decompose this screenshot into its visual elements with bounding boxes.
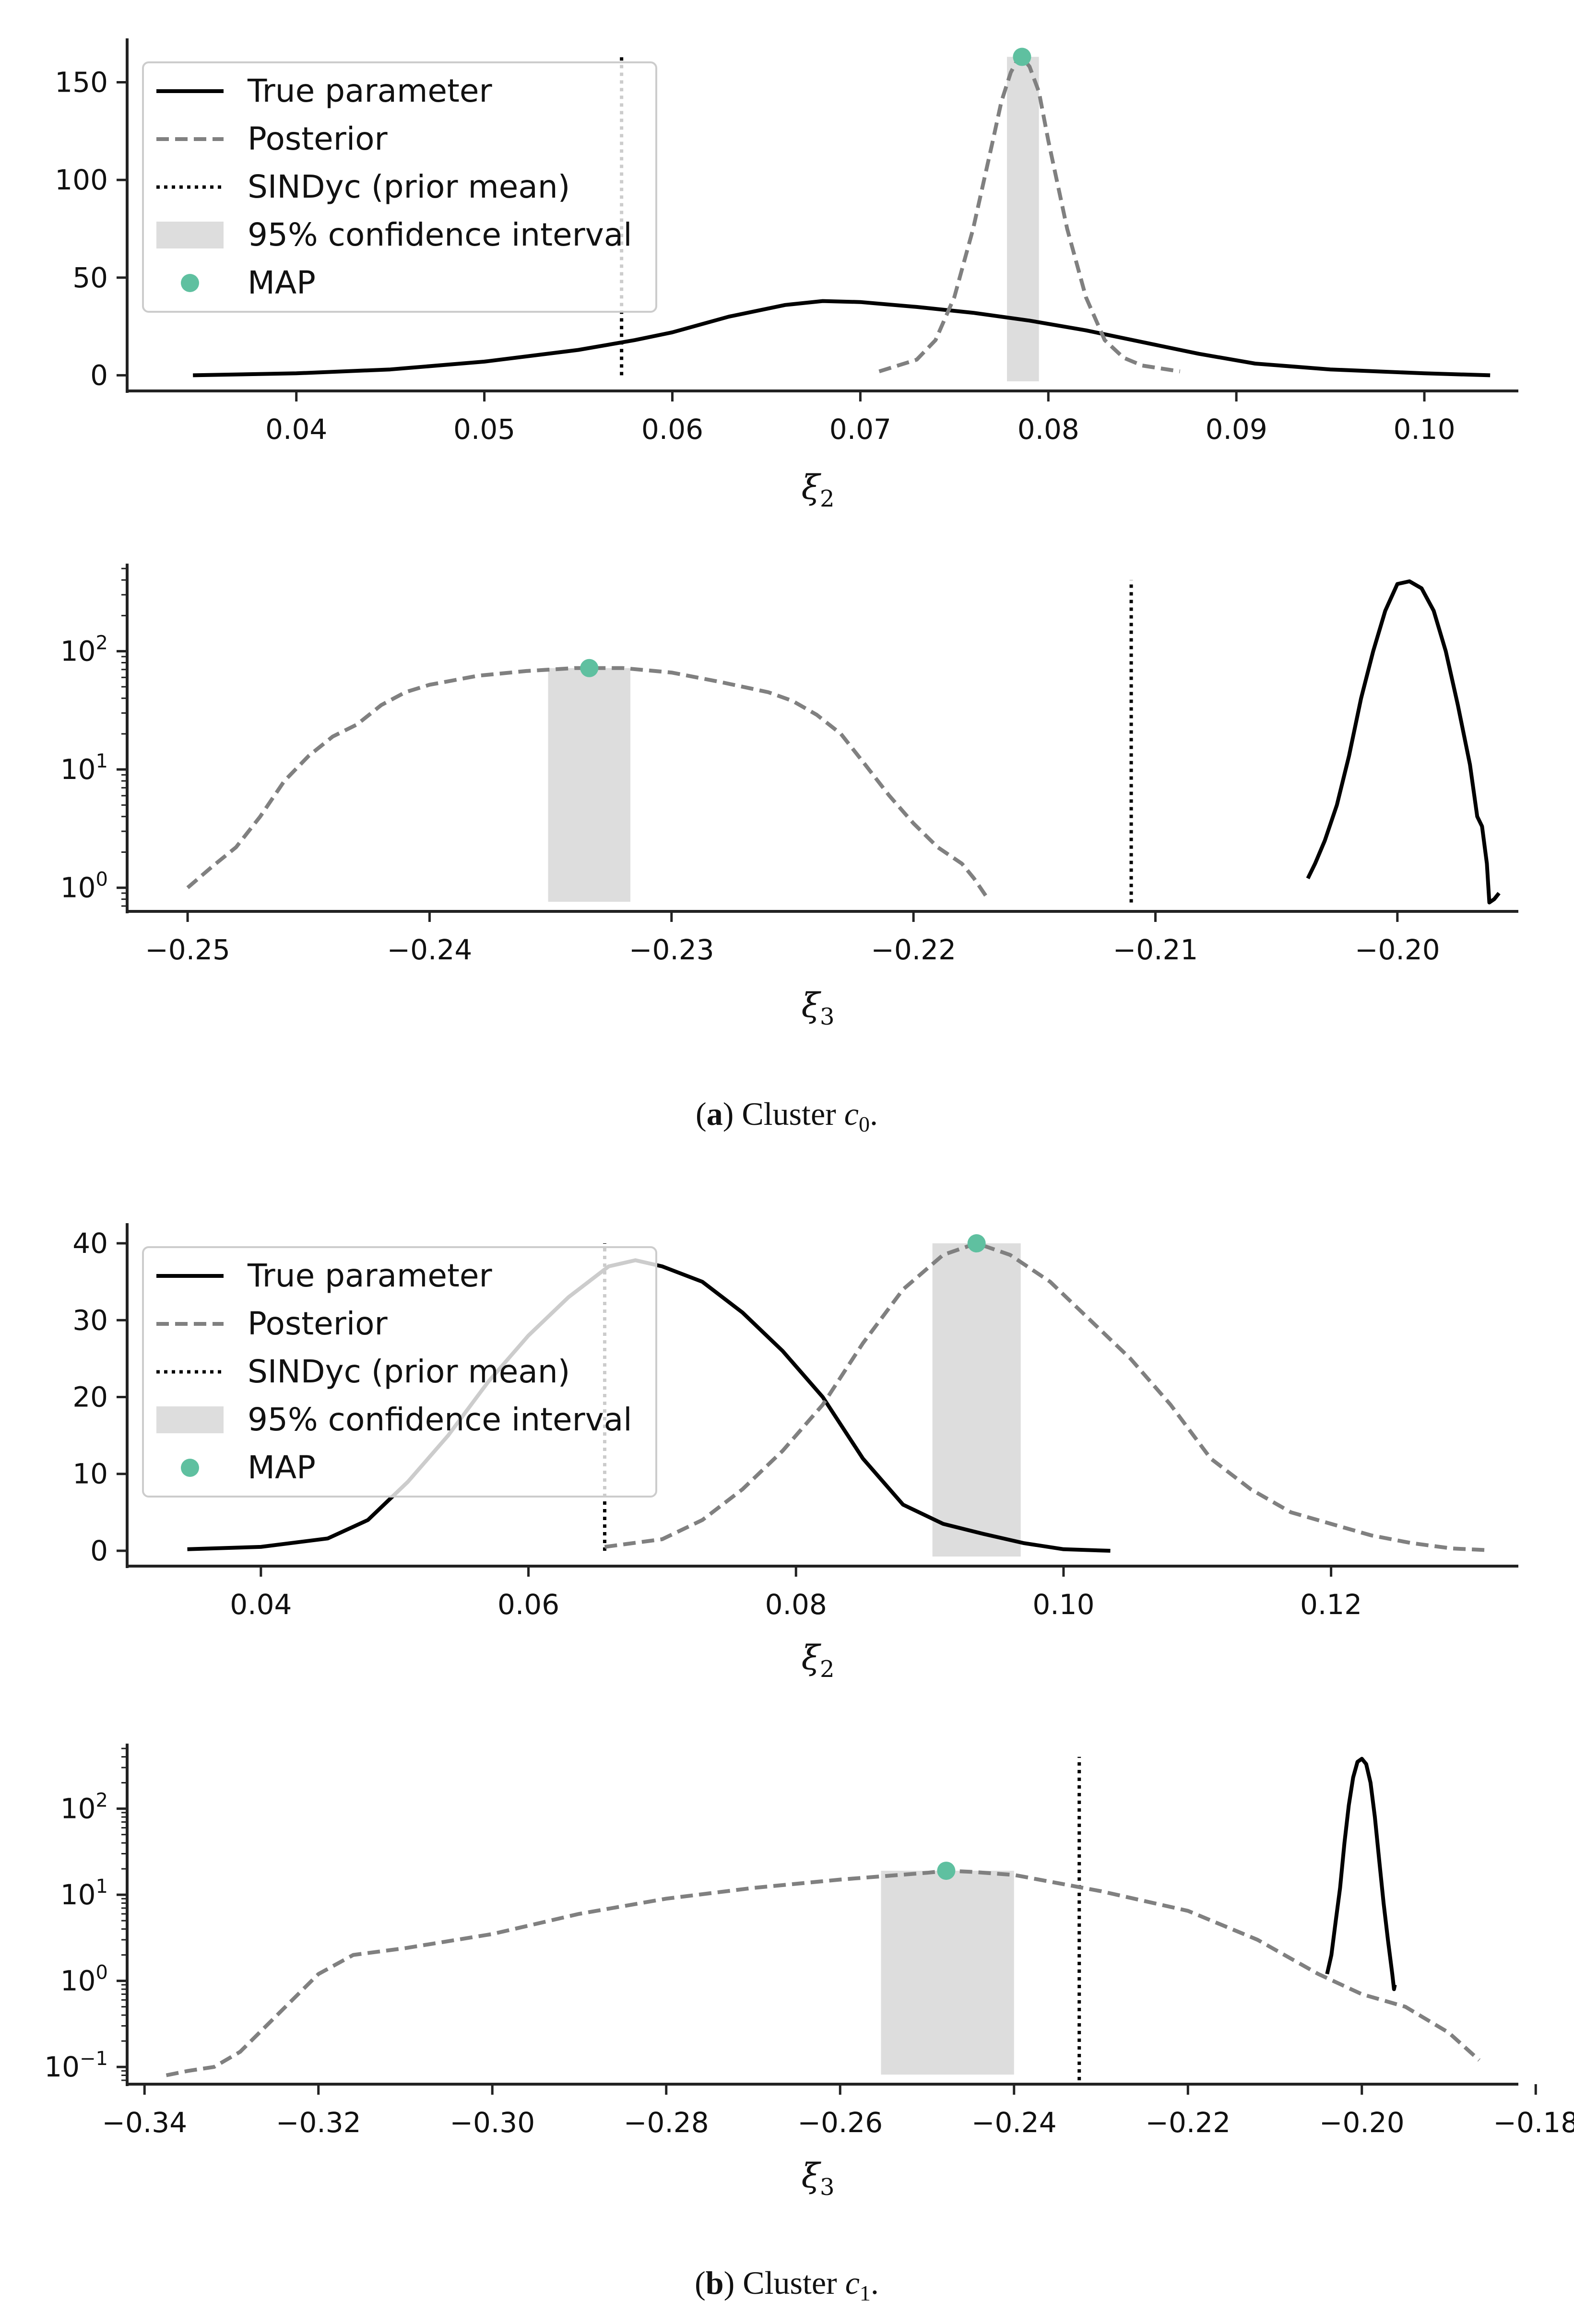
x-tick-label: 0.06: [497, 1588, 559, 1621]
y-tick-label: 20: [72, 1381, 108, 1414]
legend-ci-label: 95% confidence interval: [248, 216, 632, 253]
x-tick-label: 0.07: [829, 413, 891, 446]
x-axis-label: ξ3: [801, 986, 834, 1030]
x-tick-label: −0.32: [276, 2106, 361, 2139]
posterior-line: [604, 1241, 1485, 1552]
y-tick-label: 101: [60, 750, 108, 786]
x-tick-label: −0.34: [102, 2106, 187, 2139]
x-tick-label: 0.04: [230, 1588, 292, 1621]
y-tick-label: 101: [60, 1876, 108, 1911]
x-tick-label: 0.12: [1300, 1588, 1362, 1621]
map-point: [1013, 47, 1031, 66]
posterior-line: [166, 1869, 1481, 2077]
legend-box: [142, 1246, 657, 1498]
y-tick-label: 150: [55, 66, 108, 98]
legend: True parameter Posterior SINDyc (prior mea…: [142, 61, 657, 313]
legend-true_parameter-label: True parameter: [247, 72, 492, 109]
map-point: [937, 1862, 956, 1880]
map-point: [967, 1234, 986, 1253]
x-tick-label: −0.24: [971, 2106, 1057, 2139]
true-parameter-line: [1325, 1757, 1397, 1991]
caption-b: (b) Cluster c1.: [695, 2265, 879, 2305]
posterior-line: [878, 53, 1181, 374]
x-tick-label: 0.04: [265, 413, 327, 446]
legend-ci-swatch: [156, 1406, 224, 1433]
y-tick-label: 50: [72, 261, 108, 294]
x-tick-label: −0.24: [387, 933, 473, 966]
true-parameter-line: [193, 299, 1491, 378]
legend: True parameter Posterior SINDyc (prior mea…: [142, 1246, 657, 1498]
x-tick-label: 0.05: [453, 413, 515, 446]
y-tick-label: 102: [60, 1790, 108, 1825]
ci-band: [548, 668, 631, 902]
y-tick-label: 10: [72, 1458, 108, 1490]
ci-band: [932, 1243, 1021, 1557]
posterior-line: [186, 666, 988, 897]
map-point: [580, 659, 599, 677]
x-tick-label: −0.22: [1145, 2106, 1231, 2139]
x-tick-label: −0.28: [624, 2106, 709, 2139]
legend-map-swatch: [181, 274, 199, 292]
legend-sindyc-label: SINDyc (prior mean): [248, 168, 570, 205]
x-axis-label: ξ2: [801, 468, 834, 512]
x-tick-label: 0.06: [641, 413, 703, 446]
x-tick-label: −0.30: [450, 2106, 535, 2139]
y-tick-label: 102: [60, 632, 108, 668]
x-tick-label: −0.25: [145, 933, 230, 966]
legend-ci-label: 95% confidence interval: [248, 1401, 632, 1438]
ci-band: [881, 1871, 1014, 2075]
x-tick-label: −0.21: [1113, 933, 1198, 966]
legend-posterior-label: Posterior: [248, 1305, 388, 1342]
x-axis-label: ξ2: [801, 1638, 834, 1683]
x-tick-label: 0.09: [1206, 413, 1267, 446]
y-tick-label: 0: [90, 1534, 108, 1567]
x-axis-label: ξ3: [801, 2156, 834, 2201]
panel-a-xi3-chart: −0.25 −0.24 −0.23 −0.22 −0.21 −0.20 100 101 102 ξ…: [60, 564, 1518, 1030]
x-tick-label: −0.22: [871, 933, 956, 966]
x-tick-label: −0.18: [1493, 2106, 1574, 2139]
panel-b-xi3-chart: −0.34 −0.32 −0.30 −0.28 −0.26 −0.24 −0.22 −0.20…: [44, 1744, 1574, 2201]
legend-true_parameter-label: True parameter: [247, 1257, 492, 1294]
caption-a: (a) Cluster c0.: [696, 1096, 878, 1136]
legend-box: [142, 61, 657, 313]
x-tick-label: −0.20: [1319, 2106, 1405, 2139]
x-tick-label: −0.23: [629, 933, 714, 966]
legend-posterior-label: Posterior: [248, 120, 388, 157]
y-tick-label: 0: [90, 359, 108, 391]
y-tick-label: 100: [60, 1962, 108, 1997]
legend-ci-swatch: [156, 222, 224, 248]
y-tick-label: 40: [72, 1227, 108, 1260]
x-tick-label: 0.08: [1018, 413, 1079, 446]
ci-band: [1007, 57, 1039, 382]
y-tick-label: 100: [60, 869, 108, 904]
x-tick-label: 0.08: [765, 1588, 827, 1621]
legend-sindyc-label: SINDyc (prior mean): [248, 1353, 570, 1390]
panel-a-xi2-chart: 0.04 0.05 0.06 0.07 0.08 0.09 0.10 0 50 100 150 ξ2 T…: [55, 38, 1518, 512]
y-tick-label: 30: [72, 1304, 108, 1336]
x-tick-label: 0.10: [1032, 1588, 1094, 1621]
legend-map-swatch: [181, 1459, 199, 1477]
y-tick-label: 100: [55, 164, 108, 196]
panel-b-xi2-chart: 0.04 0.06 0.08 0.10 0.12 0 10 20 30 40 ξ2 True para…: [72, 1223, 1518, 1683]
true-parameter-line: [1306, 579, 1501, 905]
x-tick-label: −0.20: [1355, 933, 1440, 966]
x-tick-label: −0.26: [797, 2106, 883, 2139]
x-tick-label: 0.10: [1393, 413, 1455, 446]
legend-map-label: MAP: [248, 264, 316, 301]
legend-map-label: MAP: [248, 1449, 316, 1486]
y-tick-label: 10−1: [44, 2048, 108, 2083]
